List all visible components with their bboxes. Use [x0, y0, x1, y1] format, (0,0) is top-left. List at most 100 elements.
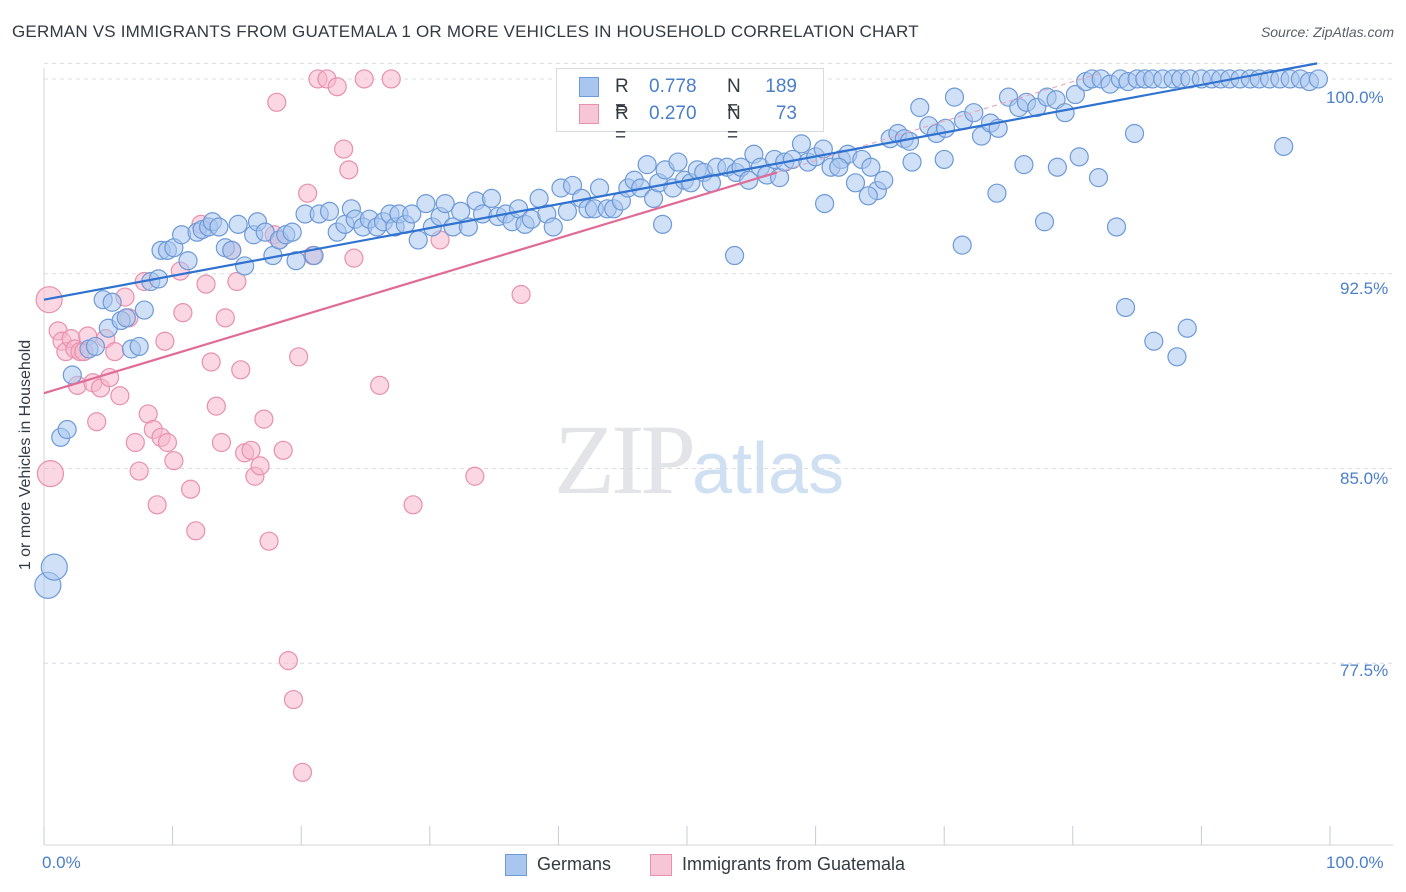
data-point: [105, 342, 125, 362]
y-axis-label-box: 1 or more Vehicles in Household: [6, 300, 46, 610]
data-point: [481, 188, 502, 209]
data-point: [155, 331, 175, 351]
data-point: [858, 186, 878, 206]
data-point: [944, 87, 965, 107]
data-point: [408, 230, 428, 250]
data-point: [259, 531, 279, 551]
watermark-atlas: atlas: [692, 429, 845, 509]
data-point: [724, 245, 745, 266]
data-point: [1046, 90, 1066, 110]
data-point: [222, 240, 242, 260]
data-point: [215, 308, 235, 328]
data-point: [173, 303, 193, 323]
x-tick-label-0: 0.0%: [42, 853, 81, 872]
data-point: [987, 183, 1007, 203]
data-point: [845, 173, 866, 193]
chart-title: GERMAN VS IMMIGRANTS FROM GUATEMALA 1 OR…: [12, 22, 919, 41]
y-tick-label-85: 85.0%: [1340, 469, 1389, 488]
data-point: [134, 300, 154, 320]
series-legend: Germans Immigrants from Guatemala: [0, 852, 1406, 878]
data-point: [62, 365, 82, 385]
stats-legend: R = 0.778 N = 189 R = 0.270 N = 73: [556, 68, 824, 146]
y-tick-label-92-5: 92.5%: [1340, 279, 1389, 298]
data-point: [129, 461, 149, 481]
data-point: [971, 126, 992, 146]
data-point: [110, 386, 130, 406]
data-point: [116, 308, 136, 328]
data-point: [910, 97, 930, 118]
data-point: [231, 360, 251, 380]
data-point: [1069, 147, 1089, 167]
data-point: [344, 248, 364, 268]
data-point: [557, 201, 578, 221]
data-point: [125, 432, 145, 453]
data-point: [511, 284, 531, 305]
data-point: [289, 347, 309, 367]
data-point: [85, 336, 106, 357]
data-point: [1308, 69, 1329, 89]
data-point: [327, 77, 347, 97]
data-point: [952, 235, 972, 255]
y-tick-label-100: 100.0%: [1326, 88, 1384, 107]
data-point: [129, 336, 149, 357]
watermark-zip: ZIP: [554, 404, 696, 515]
data-point: [370, 375, 390, 395]
legend-swatch-germans: [579, 77, 599, 97]
axes: [43, 68, 1393, 846]
data-point: [102, 292, 122, 312]
data-point: [451, 201, 471, 221]
legend-r-label: R =: [615, 76, 629, 119]
data-point: [1167, 347, 1187, 367]
data-point: [235, 256, 255, 276]
data-point: [1065, 84, 1085, 105]
data-point: [334, 139, 354, 159]
y-tick-label-77-5: 77.5%: [1340, 661, 1389, 680]
data-point: [435, 193, 455, 214]
data-point: [250, 456, 270, 476]
legend-swatch-germans: [505, 854, 527, 876]
data-point: [381, 69, 401, 89]
legend-n-label: N =: [727, 103, 741, 146]
data-point: [465, 466, 485, 486]
legend-n-label: N =: [727, 76, 741, 119]
data-point: [267, 92, 287, 112]
data-point: [652, 214, 673, 234]
trend-line-guatemala: [43, 171, 778, 395]
data-point: [319, 201, 340, 221]
legend-swatch-guatemala: [650, 854, 672, 876]
data-point: [339, 160, 359, 180]
source-label: Source: ZipAtlas.com: [1260, 24, 1394, 40]
data-point: [147, 495, 167, 515]
data-point: [209, 217, 229, 237]
data-point: [791, 134, 812, 154]
data-point: [1014, 155, 1034, 175]
data-point: [186, 521, 206, 541]
data-point: [286, 251, 306, 271]
data-point: [157, 432, 178, 453]
data-point: [298, 183, 318, 203]
data-point: [1144, 331, 1164, 351]
data-point: [227, 271, 247, 292]
data-point: [241, 440, 261, 460]
data-point: [178, 251, 198, 271]
data-point: [1177, 318, 1197, 338]
trend-line-germans: [43, 62, 1318, 301]
data-point: [206, 396, 226, 416]
data-point: [181, 479, 201, 499]
data-point: [292, 762, 313, 782]
data-point: [164, 451, 184, 471]
watermark: ZIPatlas: [554, 402, 844, 517]
data-point: [543, 217, 563, 237]
legend-r-value: 0.270: [649, 103, 697, 124]
data-point: [354, 69, 374, 89]
data-point: [201, 352, 221, 372]
data-point: [40, 553, 68, 581]
data-point: [668, 152, 688, 172]
data-point: [87, 412, 107, 432]
data-point: [1034, 212, 1055, 232]
data-point: [196, 274, 216, 294]
data-point: [402, 204, 422, 224]
data-point: [36, 460, 65, 488]
data-point: [1047, 157, 1067, 177]
